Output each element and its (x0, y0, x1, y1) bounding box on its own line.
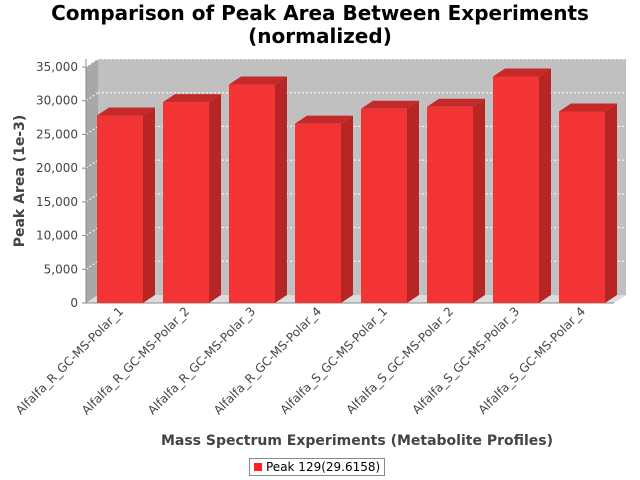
bar-front-5 (427, 106, 473, 303)
floor (86, 295, 626, 303)
chart-title: Comparison of Peak Area Between Experime… (0, 2, 640, 48)
bar-front-0 (97, 115, 143, 303)
bar-6 (493, 68, 551, 303)
bar-side-0 (143, 107, 155, 303)
bar-side-1 (209, 94, 221, 303)
grid-line-side-7 (85, 58, 99, 68)
x-axis-title: Mass Spectrum Experiments (Metabolite Pr… (161, 433, 553, 449)
bar-front-1 (163, 102, 209, 303)
bar-side-7 (605, 103, 617, 303)
bar-1 (163, 94, 221, 303)
x-category-label-5: Alfalfa_S_GC-MS-Polar_2 (343, 304, 456, 417)
y-tick-label-0: 0 (70, 296, 78, 310)
x-category-label-4: Alfalfa_S_GC-MS-Polar_1 (277, 304, 390, 417)
legend-swatch (254, 463, 262, 471)
y-tick-label-4: 20,000 (36, 161, 78, 175)
grid-line-side-1 (85, 260, 99, 270)
x-category-labels: Alfalfa_R_GC-MS-Polar_1Alfalfa_R_GC-MS-P… (13, 304, 588, 417)
bar-front-4 (361, 108, 407, 303)
bar-top-3 (295, 115, 353, 124)
bar-side-5 (473, 98, 485, 303)
bar-top-5 (427, 98, 485, 107)
bar-front-7 (559, 111, 605, 303)
bar-side-2 (275, 76, 287, 303)
bar-front-6 (493, 76, 539, 303)
bar-3 (295, 115, 353, 303)
x-category-label-2: Alfalfa_R_GC-MS-Polar_3 (145, 304, 258, 417)
grid-line-side-3 (85, 193, 99, 203)
bar-top-2 (229, 76, 287, 85)
y-tick-label-1: 5,000 (44, 262, 78, 276)
bar-front-2 (229, 84, 275, 303)
bar-side-6 (539, 68, 551, 303)
bar-top-7 (559, 103, 617, 112)
bar-front-3 (295, 123, 341, 303)
chart-title-line-2: (normalized) (248, 24, 392, 48)
bar-side-4 (407, 100, 419, 303)
legend: Peak 129(29.6158) (249, 458, 386, 476)
bar-top-1 (163, 94, 221, 103)
y-tick-label-6: 30,000 (36, 94, 78, 108)
y-tick-label-3: 15,000 (36, 195, 78, 209)
x-category-label-1: Alfalfa_R_GC-MS-Polar_2 (79, 304, 192, 417)
chart-title-line-1: Comparison of Peak Area Between Experime… (51, 1, 589, 25)
bar-top-0 (97, 107, 155, 116)
x-category-label-6: Alfalfa_S_GC-MS-Polar_3 (409, 304, 522, 417)
y-tick-label-5: 25,000 (36, 127, 78, 141)
y-axis-title: Peak Area (1e-3) (12, 115, 28, 248)
grid-line-side-6 (85, 92, 99, 102)
bar-top-4 (361, 100, 419, 109)
legend-entry: Peak 129(29.6158) (266, 460, 381, 474)
bars (97, 68, 617, 303)
left-wall (86, 59, 98, 303)
x-category-label-0: Alfalfa_R_GC-MS-Polar_1 (13, 304, 126, 417)
bar-top-6 (493, 68, 551, 77)
x-category-label-3: Alfalfa_R_GC-MS-Polar_4 (211, 304, 324, 417)
grid-line-side-4 (85, 159, 99, 169)
grid-line-side-2 (85, 227, 99, 236)
bar-5 (427, 98, 485, 303)
bar-2 (229, 76, 287, 303)
y-tick-labels: 0 5,000 10,000 15,000 20,000 25,000 30,000 35,0… (36, 60, 78, 310)
grid-line-side-5 (85, 126, 99, 135)
bar-7 (559, 103, 617, 303)
x-category-label-7: Alfalfa_S_GC-MS-Polar_4 (475, 304, 588, 417)
bar-0 (97, 107, 155, 303)
y-tick-label-2: 10,000 (36, 229, 78, 243)
bar-side-3 (341, 115, 353, 303)
y-tick-label-7: 35,000 (36, 60, 78, 74)
bar-4 (361, 100, 419, 303)
